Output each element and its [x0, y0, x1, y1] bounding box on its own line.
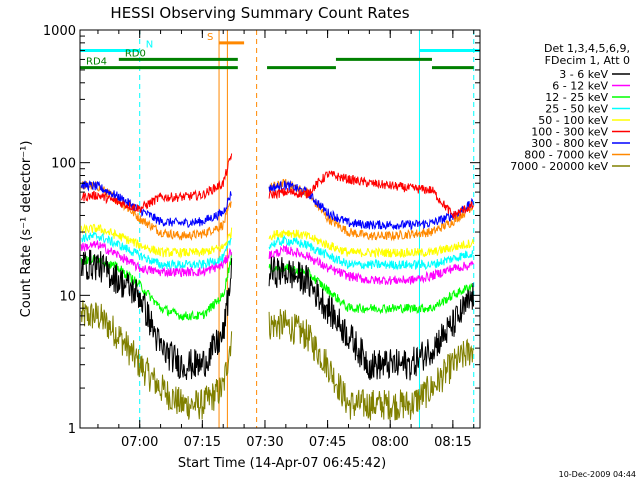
- legend-header-1: FDecim 1, Att 0: [545, 54, 630, 67]
- y-axis-label: Count Rate (s⁻¹ detector⁻¹): [19, 141, 34, 318]
- series-line-5-0: [81, 154, 231, 213]
- y-tick-label-0: 1: [68, 422, 76, 437]
- y-tick-label-1: 10: [59, 289, 76, 304]
- legend-label-8: 7000 - 20000 keV: [510, 160, 608, 173]
- series-line-5-1: [269, 171, 473, 219]
- data-gap-0: [238, 30, 267, 428]
- x-tick-label-0: 07:00: [121, 435, 158, 450]
- x-axis-label: Start Time (14-Apr-07 06:45:42): [178, 456, 386, 471]
- y-tick-label-2: 100: [51, 157, 76, 172]
- legend: Det 1,3,4,5,6,9,FDecim 1, Att 03 - 6 keV…: [510, 42, 630, 173]
- data-gap-layer: [238, 30, 267, 428]
- state-bar-label-2: RD0: [125, 48, 146, 59]
- x-tick-label-2: 07:30: [246, 435, 283, 450]
- chart-root: HESSI Observing Summary Count Rates N S RD…: [0, 0, 640, 480]
- x-tick-label-5: 08:15: [434, 435, 471, 450]
- chart-canvas: HESSI Observing Summary Count Rates N S RD…: [0, 0, 640, 480]
- state-bar-label-3: RD4: [86, 57, 107, 68]
- plot-timestamp: 10-Dec-2009 04:44: [559, 470, 636, 479]
- x-tick-label-1: 07:15: [184, 435, 221, 450]
- y-tick-label-3: 1000: [43, 24, 76, 39]
- x-tick-label-3: 07:45: [309, 435, 346, 450]
- chart-title: HESSI Observing Summary Count Rates: [110, 4, 409, 22]
- state-bar-label-0: N: [146, 40, 153, 51]
- state-bar-label-1: S: [207, 32, 213, 43]
- x-tick-label-4: 08:00: [371, 435, 408, 450]
